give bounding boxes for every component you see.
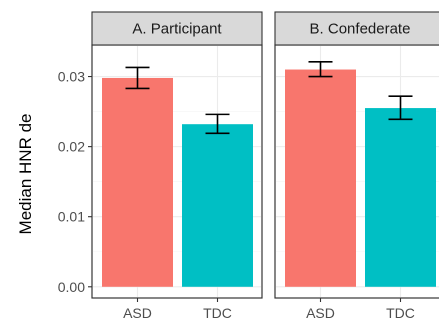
panels: ASD TDC A. Participant ASD TDC B. Confederate [91,11,439,321]
y-tick-label: 0.00 [58,279,85,295]
bar-asd [285,69,356,287]
facet-title: B. Confederate [310,21,411,38]
panel: ASD TDC B. Confederate [274,11,439,321]
facet-title: A. Participant [132,21,222,38]
y-axis: 0.00 0.01 0.02 0.03 [58,69,92,295]
panel: ASD TDC A. Participant [91,11,263,321]
x-tick-label: ASD [306,305,335,321]
bar-tdc [365,108,436,287]
y-tick-label: 0.02 [58,139,85,155]
facet-strip [274,11,439,46]
y-tick-label: 0.01 [58,209,85,225]
bar-asd [102,77,173,287]
y-tick-label: 0.03 [58,69,85,85]
x-tick-label: ASD [123,305,152,321]
y-axis-title: Median HNR de [16,114,35,235]
facet-strip [91,11,263,46]
x-tick-label: TDC [203,305,232,321]
x-tick-label: TDC [386,305,415,321]
bar-tdc [182,124,253,287]
